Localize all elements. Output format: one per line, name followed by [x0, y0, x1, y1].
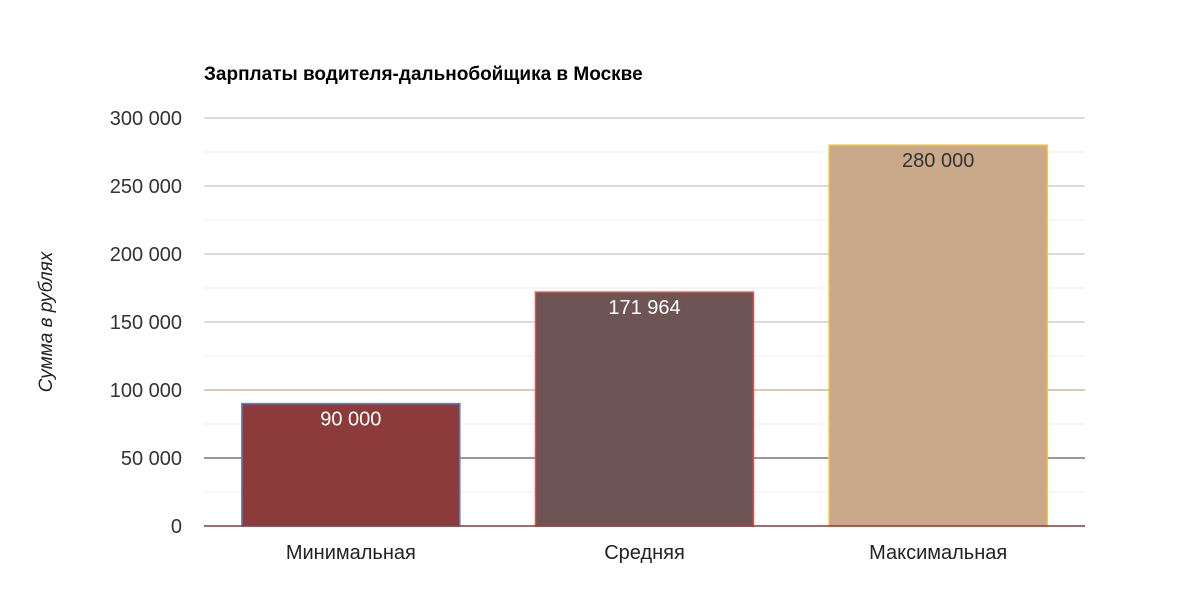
- y-tick-label: 250 000: [110, 176, 182, 198]
- y-tick-label: 100 000: [110, 380, 182, 402]
- y-tick-label: 50 000: [121, 448, 182, 470]
- y-axis-ticks: 0 50 000 100 000 150 000 200 000 250 000 300 0…: [110, 108, 182, 538]
- bar-1: [241, 402, 461, 527]
- bar-2: [534, 291, 755, 527]
- bars: [241, 144, 1048, 527]
- data-label: 280 000: [902, 150, 974, 172]
- bar-3: [828, 144, 1048, 527]
- data-labels: 90 000 171 964 280 000: [320, 150, 974, 430]
- y-tick-label: 0: [171, 516, 182, 538]
- y-tick-label: 300 000: [110, 108, 182, 130]
- chart-title: Зарплаты водителя-дальнобойщика в Москве: [204, 64, 643, 85]
- x-category-label: Максимальная: [869, 542, 1007, 564]
- x-category-label: Минимальная: [286, 542, 416, 564]
- y-tick-label: 200 000: [110, 244, 182, 266]
- data-label: 171 964: [608, 297, 680, 319]
- x-axis-categories: Минимальная Средняя Максимальная: [286, 542, 1007, 564]
- y-axis-label: Сумма в рублях: [36, 250, 57, 392]
- data-label: 90 000: [320, 409, 381, 431]
- x-category-label: Средняя: [604, 542, 685, 564]
- y-tick-label: 150 000: [110, 312, 182, 334]
